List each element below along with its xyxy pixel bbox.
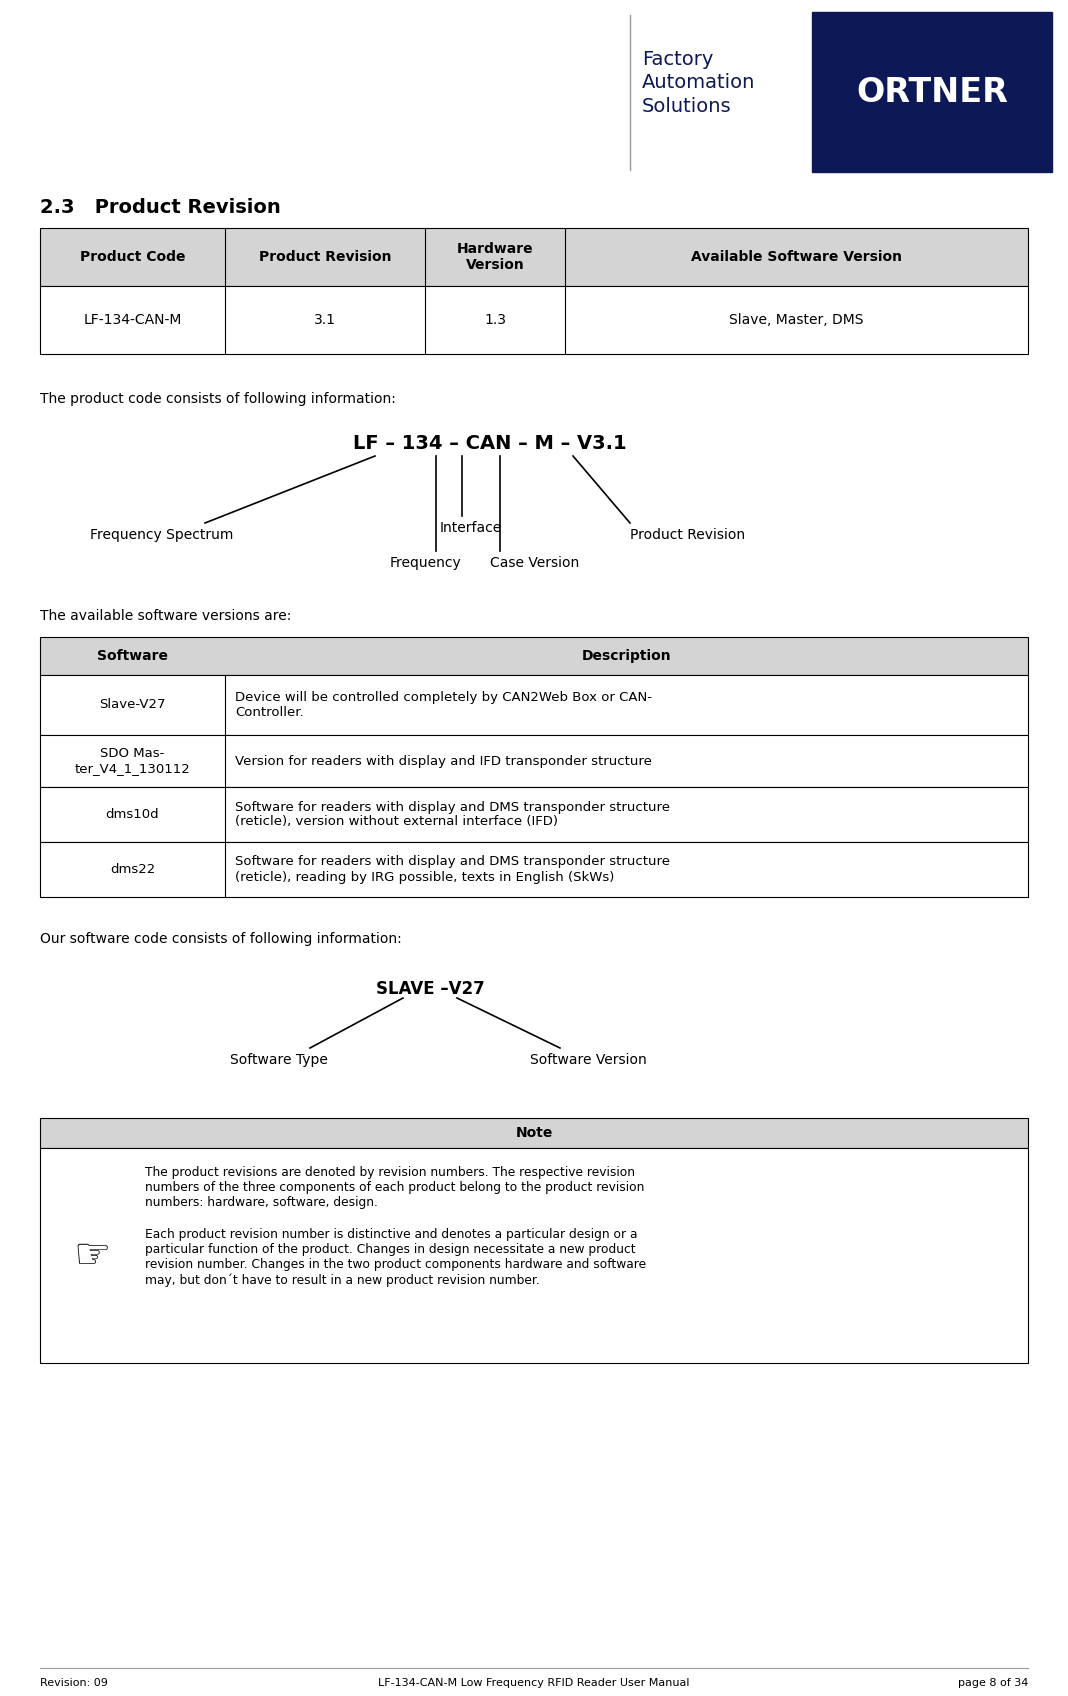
- Bar: [40, 734, 1028, 787]
- Text: ORTNER: ORTNER: [857, 76, 1008, 109]
- Text: SLAVE –V27: SLAVE –V27: [376, 980, 485, 997]
- Text: Software for readers with display and DMS transponder structure
(reticle), readi: Software for readers with display and DM…: [235, 855, 670, 884]
- Text: 1.3: 1.3: [484, 314, 506, 327]
- Bar: [40, 227, 1028, 287]
- Text: Frequency Spectrum: Frequency Spectrum: [90, 527, 234, 543]
- Bar: [812, 12, 1052, 171]
- Text: Product Revision: Product Revision: [258, 249, 391, 265]
- Text: LF-134-CAN-M: LF-134-CAN-M: [83, 314, 182, 327]
- Text: Software for readers with display and DMS transponder structure
(reticle), versi: Software for readers with display and DM…: [235, 801, 670, 829]
- Bar: [40, 287, 1028, 354]
- Text: Slave-V27: Slave-V27: [99, 699, 166, 712]
- Text: Software Type: Software Type: [230, 1053, 328, 1067]
- Text: Each product revision number is distinctive and denotes a particular design or a: Each product revision number is distinct…: [145, 1228, 646, 1287]
- Bar: [40, 1148, 1028, 1364]
- Text: Software Version: Software Version: [530, 1053, 647, 1067]
- Text: Our software code consists of following information:: Our software code consists of following …: [40, 933, 402, 946]
- Text: Interface: Interface: [440, 521, 502, 534]
- Text: dms22: dms22: [110, 863, 155, 877]
- Text: The product code consists of following information:: The product code consists of following i…: [40, 392, 396, 405]
- Text: Software: Software: [97, 650, 168, 663]
- Text: Version for readers with display and IFD transponder structure: Version for readers with display and IFD…: [235, 755, 651, 768]
- Text: Slave, Master, DMS: Slave, Master, DMS: [729, 314, 864, 327]
- Text: 3.1: 3.1: [314, 314, 336, 327]
- Text: Product Revision: Product Revision: [630, 527, 745, 543]
- Bar: [40, 787, 1028, 841]
- Text: Factory
Automation
Solutions: Factory Automation Solutions: [642, 49, 755, 115]
- Text: The product revisions are denoted by revision numbers. The respective revision
n: The product revisions are denoted by rev…: [145, 1167, 644, 1209]
- Text: SDO Mas-
ter_V4_1_130112: SDO Mas- ter_V4_1_130112: [75, 746, 190, 775]
- Text: Case Version: Case Version: [490, 556, 579, 570]
- Text: Revision: 09: Revision: 09: [40, 1677, 108, 1688]
- Text: LF – 134 – CAN – M – V3.1: LF – 134 – CAN – M – V3.1: [354, 434, 627, 453]
- Text: The available software versions are:: The available software versions are:: [40, 609, 292, 622]
- Text: Description: Description: [582, 650, 672, 663]
- Text: ☞: ☞: [74, 1235, 111, 1277]
- Text: LF-134-CAN-M Low Frequency RFID Reader User Manual: LF-134-CAN-M Low Frequency RFID Reader U…: [378, 1677, 690, 1688]
- Bar: [40, 1118, 1028, 1148]
- Bar: [40, 638, 1028, 675]
- Text: dms10d: dms10d: [106, 807, 159, 821]
- Bar: [40, 675, 1028, 734]
- Text: Frequency: Frequency: [390, 556, 461, 570]
- Text: Device will be controlled completely by CAN2Web Box or CAN-
Controller.: Device will be controlled completely by …: [235, 690, 651, 719]
- Text: 2.3   Product Revision: 2.3 Product Revision: [40, 198, 281, 217]
- Bar: [40, 841, 1028, 897]
- Text: Hardware
Version: Hardware Version: [457, 243, 533, 271]
- Text: page 8 of 34: page 8 of 34: [958, 1677, 1028, 1688]
- Text: Available Software Version: Available Software Version: [691, 249, 902, 265]
- Text: Product Code: Product Code: [80, 249, 185, 265]
- Text: Note: Note: [516, 1126, 552, 1140]
